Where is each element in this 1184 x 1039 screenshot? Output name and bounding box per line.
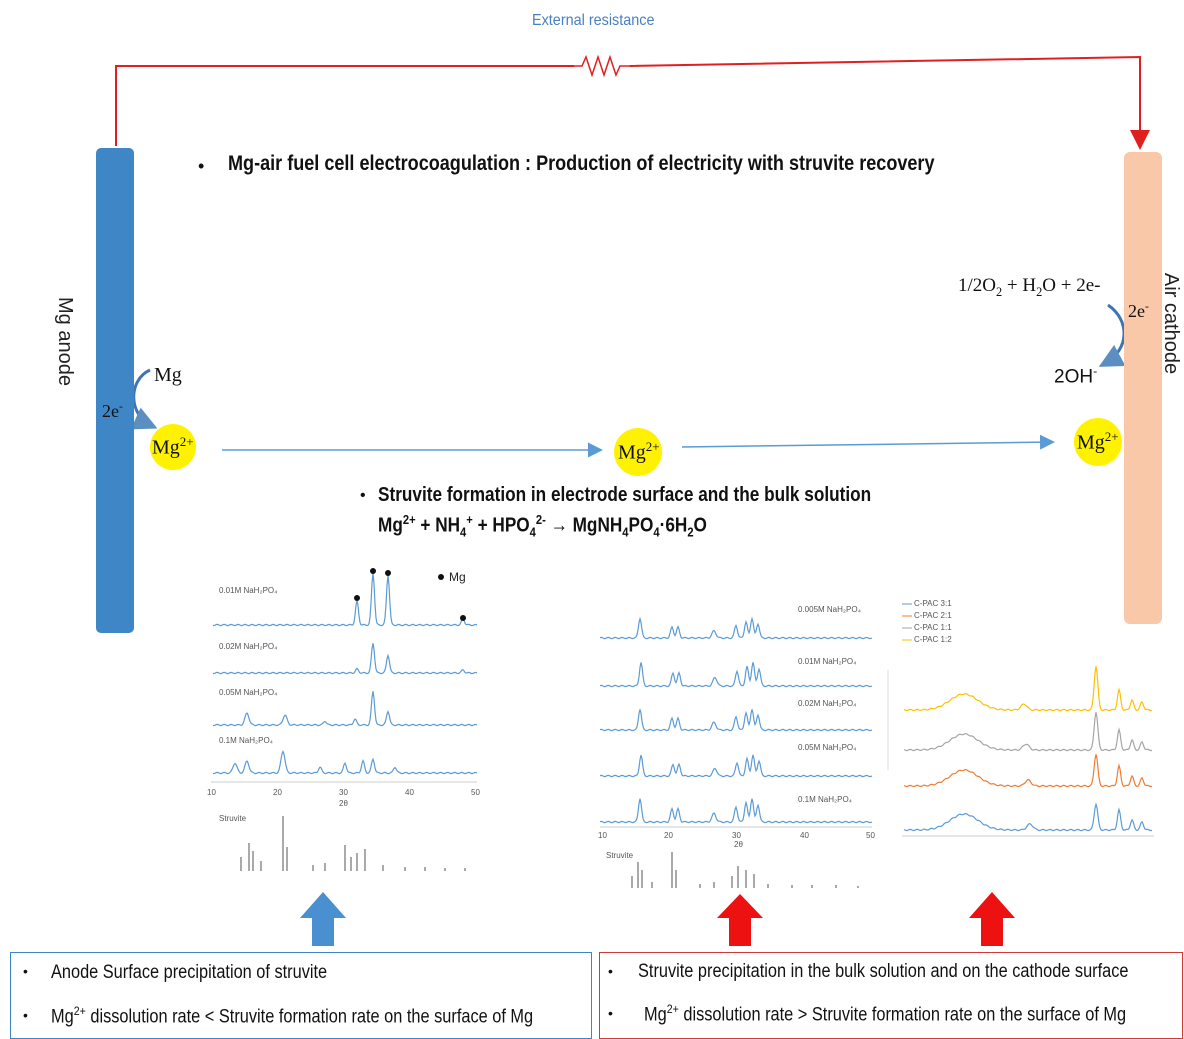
x-tick: 50 (866, 831, 875, 840)
cathode-curve-arrow (1098, 303, 1126, 367)
mg-anode (96, 148, 134, 633)
mg-legend-text: Mg (449, 570, 466, 584)
struvite-heading: Struvite formation in electrode surface … (378, 484, 872, 506)
x-tick: 40 (800, 831, 809, 840)
spectrum-trace (903, 754, 1153, 788)
box-bullet: • (23, 1007, 28, 1023)
cathode-summary-box: • Struvite precipitation in the bulk sol… (599, 952, 1183, 1039)
legend-entry: C-PAC 2:1 (914, 611, 952, 620)
ion-arrow-2 (681, 434, 1055, 450)
xrd-trace (599, 798, 873, 824)
cathode-electrons: 2e- (1128, 300, 1149, 321)
struvite-equation: Mg2+ + NH4+ + HPO42- → MgNH4PO4·6H2O (378, 512, 707, 540)
blue-up-arrow (300, 892, 346, 946)
xrd-trace (599, 662, 873, 688)
mg-peak-marker (385, 570, 391, 576)
series-label: 0.02M NaH₂PO₄ (798, 699, 856, 708)
mg-peak-marker (370, 568, 376, 574)
mg-peak-marker (460, 615, 466, 621)
spectra-right-panel: C-PAC 3:1 C-PAC 2:1 C-PAC 1:1 C-PAC 1:2 (887, 599, 1154, 837)
xrd-trace (599, 754, 873, 778)
x-tick: 20 (273, 788, 282, 797)
anode-curve-arrow (130, 368, 158, 430)
cathode-summary-line-2: Mg2+ dissolution rate > Struvite formati… (644, 1002, 1127, 1026)
legend-entry: C-PAC 1:2 (914, 635, 952, 644)
xrd-trace (599, 616, 873, 640)
series-label: 0.05M NaH₂PO₄ (798, 743, 856, 752)
anode-summary-box: • Anode Surface precipitation of struvit… (10, 952, 592, 1039)
x-tick: 10 (598, 831, 607, 840)
series-label: 0.01M NaH₂PO₄ (219, 586, 277, 595)
x-tick: 30 (732, 831, 741, 840)
xrd-trace (212, 749, 478, 775)
anode-summary-line-2: Mg2+ dissolution rate < Struvite formati… (51, 1004, 534, 1028)
red-up-arrow-1 (717, 894, 763, 946)
x-tick: 20 (664, 831, 673, 840)
xrd-trace (599, 709, 873, 732)
box-bullet: • (608, 963, 613, 979)
spectrum-trace (903, 802, 1153, 832)
anode-mg-ion-circle (150, 424, 196, 470)
cathode-label: Air cathode (1160, 272, 1183, 375)
anode-mg: Mg (154, 364, 182, 386)
x-axis-label: 2θ (339, 799, 348, 808)
legend-entry: C-PAC 1:1 (914, 623, 952, 632)
reference-label: Struvite (219, 814, 247, 823)
box-bullet: • (23, 963, 28, 979)
mg-legend-dot (438, 574, 444, 580)
x-tick: 30 (339, 788, 348, 797)
cathode-mg-ion: Mg2+ (1077, 429, 1119, 454)
bulk-mg-ion-circle (614, 428, 662, 476)
cathode-summary-line-1: Struvite precipitation in the bulk solut… (638, 961, 1129, 982)
page-title: Mg-air fuel cell electrocoagulation : Pr… (228, 152, 935, 175)
red-up-arrow-2 (969, 892, 1015, 946)
resistor-label: External resistance (532, 12, 655, 29)
air-cathode (1124, 152, 1162, 624)
spectrum-trace (903, 666, 1153, 712)
xrd-middle-panel: 0.005M NaH₂PO₄ 0.01M NaH₂PO₄ 0.02M NaH₂P… (598, 605, 875, 888)
x-tick: 50 (471, 788, 480, 797)
mg-peak-markers (354, 568, 466, 621)
reference-label: Struvite (606, 851, 634, 860)
xrd-left-panel: Mg 0.01M NaH₂PO₄ 0.02M NaH₂PO₄ 0.05M NaH… (207, 568, 480, 871)
xrd-trace (212, 573, 478, 627)
series-label: 0.1M NaH₂PO₄ (798, 795, 852, 804)
anode-electrons: 2e- (102, 400, 123, 421)
x-axis-label: 2θ (734, 840, 743, 849)
cathode-hydroxide: 2OH- (1054, 364, 1098, 388)
spectrum-trace (903, 712, 1153, 752)
spectra-legend: C-PAC 3:1 C-PAC 2:1 C-PAC 1:1 C-PAC 1:2 (902, 599, 952, 644)
legend-entry: C-PAC 3:1 (914, 599, 952, 608)
box-bullet: • (608, 1005, 613, 1021)
xrd-trace (212, 643, 478, 675)
anode-summary-line-1: Anode Surface precipitation of struvite (51, 962, 328, 983)
external-wire-right (629, 55, 1150, 150)
series-label: 0.1M NaH₂PO₄ (219, 736, 273, 745)
title-bullet: • (198, 156, 205, 176)
anode-mg-ion: Mg2+ (152, 434, 194, 459)
cathode-equation: 1/2O2 + H2O + 2e- (958, 275, 1101, 299)
anode-label: Mg anode (53, 297, 76, 386)
mg-peak-marker (354, 595, 360, 601)
series-label: 0.02M NaH₂PO₄ (219, 642, 277, 651)
external-wire (115, 65, 574, 146)
series-label: 0.005M NaH₂PO₄ (798, 605, 861, 614)
resistor-symbol (574, 54, 630, 78)
cathode-mg-ion-circle (1074, 418, 1122, 466)
series-label: 0.01M NaH₂PO₄ (798, 657, 856, 666)
bulk-mg-ion: Mg2+ (618, 439, 660, 464)
x-tick: 40 (405, 788, 414, 797)
struvite-bullet: • (360, 487, 366, 504)
x-tick: 10 (207, 788, 216, 797)
xrd-trace (212, 691, 478, 727)
series-label: 0.05M NaH₂PO₄ (219, 688, 277, 697)
